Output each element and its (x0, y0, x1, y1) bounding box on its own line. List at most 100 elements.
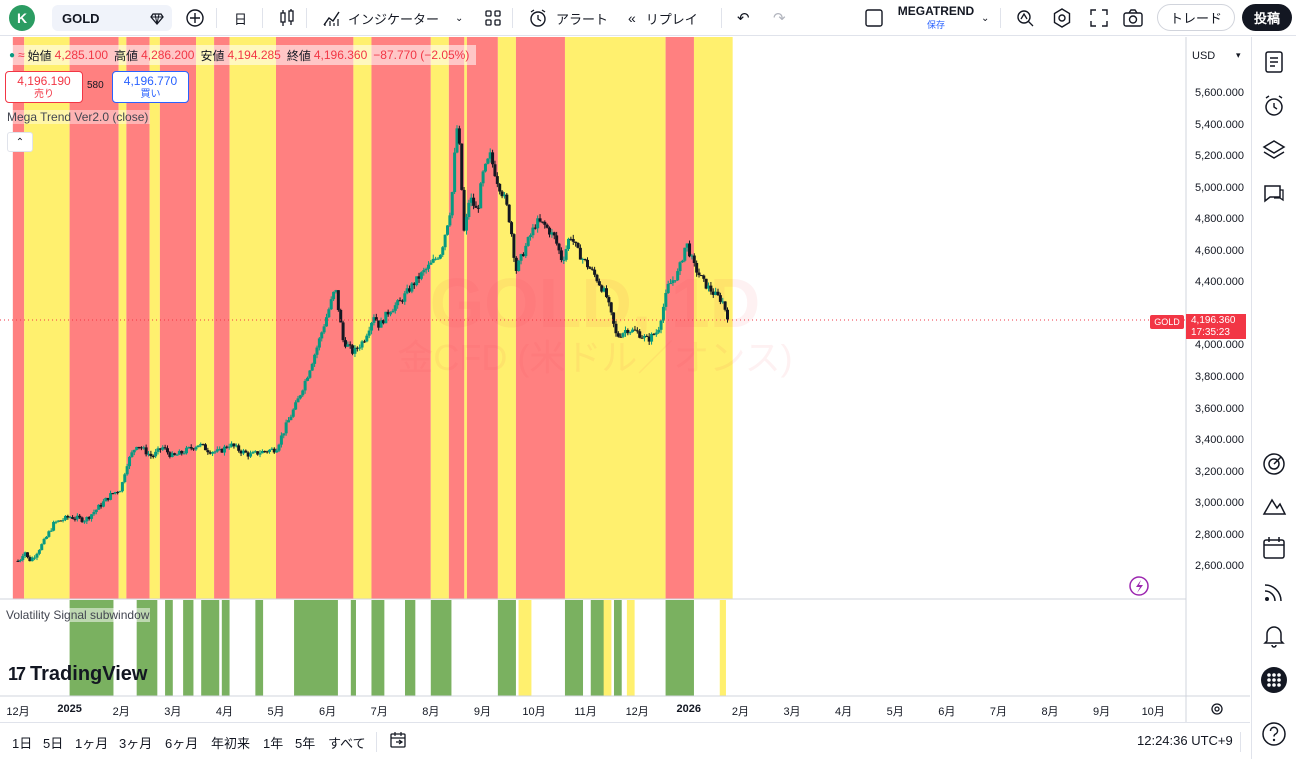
chevron-down-icon[interactable]: ▾ (1236, 50, 1241, 60)
bell-icon[interactable] (1261, 623, 1287, 649)
candle-body (59, 520, 63, 522)
candle-body (315, 347, 319, 355)
candle-body (699, 275, 703, 277)
candle-body (151, 456, 155, 458)
candle-body (616, 333, 620, 337)
fullscreen-icon[interactable] (1088, 7, 1110, 29)
candle-body (424, 268, 428, 271)
trend-band (466, 37, 498, 599)
candle-body (21, 556, 25, 561)
collapse-legend-button[interactable]: ⌃ (7, 132, 33, 152)
undo-icon[interactable]: ↶ (737, 10, 750, 27)
post-button[interactable]: 投稿 (1242, 4, 1292, 31)
trend-band (515, 37, 565, 599)
buy-button[interactable]: 4,196.770 買い (112, 71, 189, 103)
candle-body (230, 443, 234, 447)
templates-icon[interactable] (484, 8, 502, 28)
signal-block (136, 600, 158, 696)
candle-body (602, 288, 606, 292)
replay-icon: « (628, 10, 636, 26)
axis-settings-icon[interactable] (1209, 701, 1225, 717)
candle-body (343, 340, 347, 347)
candle-body (310, 363, 314, 371)
trade-button[interactable]: トレード (1157, 4, 1235, 31)
sell-button[interactable]: 4,196.190 売り (5, 71, 83, 103)
replay-button[interactable]: « リプレイ (628, 0, 698, 36)
time-tick-label: 3月 (783, 706, 801, 718)
candle-body (282, 433, 286, 436)
time-range-button[interactable]: すべて (328, 736, 366, 751)
indicators-button[interactable]: インジケーター ⌄ (322, 0, 463, 36)
bar-style-icon[interactable] (278, 8, 296, 28)
layers-icon[interactable] (1261, 137, 1287, 163)
chart-canvas[interactable]: GOLD, 1D 金CFD (米ドル／オンス) (0, 37, 1250, 722)
layout-name-button[interactable]: MEGATREND 保存 (896, 4, 976, 31)
plus-circle-icon[interactable] (185, 8, 205, 28)
candle-body (90, 514, 94, 519)
candle-body (358, 347, 362, 349)
candle-body (500, 191, 504, 197)
candle-body (49, 530, 53, 532)
candle-body (548, 227, 552, 235)
camera-icon[interactable] (1122, 7, 1144, 29)
candle-body (429, 262, 433, 265)
lightning-icon[interactable] (1129, 576, 1149, 596)
gear-icon[interactable] (1051, 7, 1073, 29)
candle-body (664, 292, 668, 307)
time-range-button[interactable]: 3ヶ月 (119, 736, 153, 751)
chat-icon[interactable] (1261, 181, 1287, 207)
calendar-icon[interactable] (1261, 535, 1287, 561)
ideas-icon[interactable] (1261, 493, 1287, 519)
tv-logo-icon: 17 (8, 664, 26, 684)
low-value: 4,194.285 (227, 48, 281, 62)
divider (1240, 732, 1241, 752)
price-tick-label: 5,200.000 (1195, 150, 1244, 163)
candle-body (562, 259, 566, 261)
magic-icon[interactable] (1014, 7, 1036, 29)
alerts-clock-icon[interactable] (1261, 93, 1287, 119)
candle-body (521, 254, 525, 257)
bar-countdown: 17:35:23 (1191, 327, 1230, 338)
candle-body (557, 243, 561, 251)
signal-block (294, 600, 338, 696)
layout-status: 保存 (926, 20, 945, 30)
symbol-search[interactable]: GOLD (52, 5, 172, 31)
time-range-button[interactable]: 6ヶ月 (165, 736, 199, 751)
user-avatar[interactable]: K (9, 5, 35, 31)
candle-body (718, 295, 722, 302)
time-range-button[interactable]: 5年 (295, 736, 316, 751)
redo-icon[interactable]: ↷ (773, 10, 786, 27)
candle-body (303, 380, 307, 391)
clock-timezone[interactable]: 12:24:36 UTC+9 (1137, 733, 1233, 748)
broadcast-icon[interactable] (1261, 579, 1287, 605)
candle-body (203, 444, 207, 451)
tradingview-logo[interactable]: 17 TradingView (8, 663, 147, 686)
time-range-button[interactable]: 5日 (43, 736, 64, 751)
indicator-legend[interactable]: Mega Trend Ver2.0 (close) (5, 110, 151, 124)
signal-block (613, 600, 622, 696)
candle-body (305, 377, 309, 381)
currency-selector[interactable]: USD (1192, 50, 1216, 62)
candle-body (543, 221, 547, 225)
candle-body (287, 420, 291, 423)
candle-body (346, 344, 350, 347)
time-range-button[interactable]: 1日 (12, 736, 33, 751)
candle-body (657, 329, 661, 333)
time-range-button[interactable]: 1年 (263, 736, 284, 751)
divider (376, 732, 377, 752)
timeframe-button[interactable]: 日 (234, 11, 248, 27)
target-icon[interactable] (1261, 451, 1287, 477)
candle-body (661, 306, 665, 321)
subwindow-legend[interactable]: Volatility Signal subwindow (5, 608, 151, 622)
time-range-button[interactable]: 1ヶ月 (75, 736, 109, 751)
alert-button[interactable]: アラート (528, 0, 608, 36)
date-range-icon[interactable] (388, 730, 408, 750)
apps-grid-icon[interactable] (1261, 667, 1287, 693)
layout-square-icon[interactable] (864, 8, 884, 28)
chevron-down-icon[interactable]: ⌄ (981, 12, 990, 24)
time-tick-label: 12月 (6, 706, 30, 718)
watchlist-icon[interactable] (1261, 49, 1287, 75)
help-icon[interactable] (1261, 721, 1287, 747)
candle-body (237, 445, 241, 451)
time-range-button[interactable]: 年初来 (211, 736, 251, 751)
